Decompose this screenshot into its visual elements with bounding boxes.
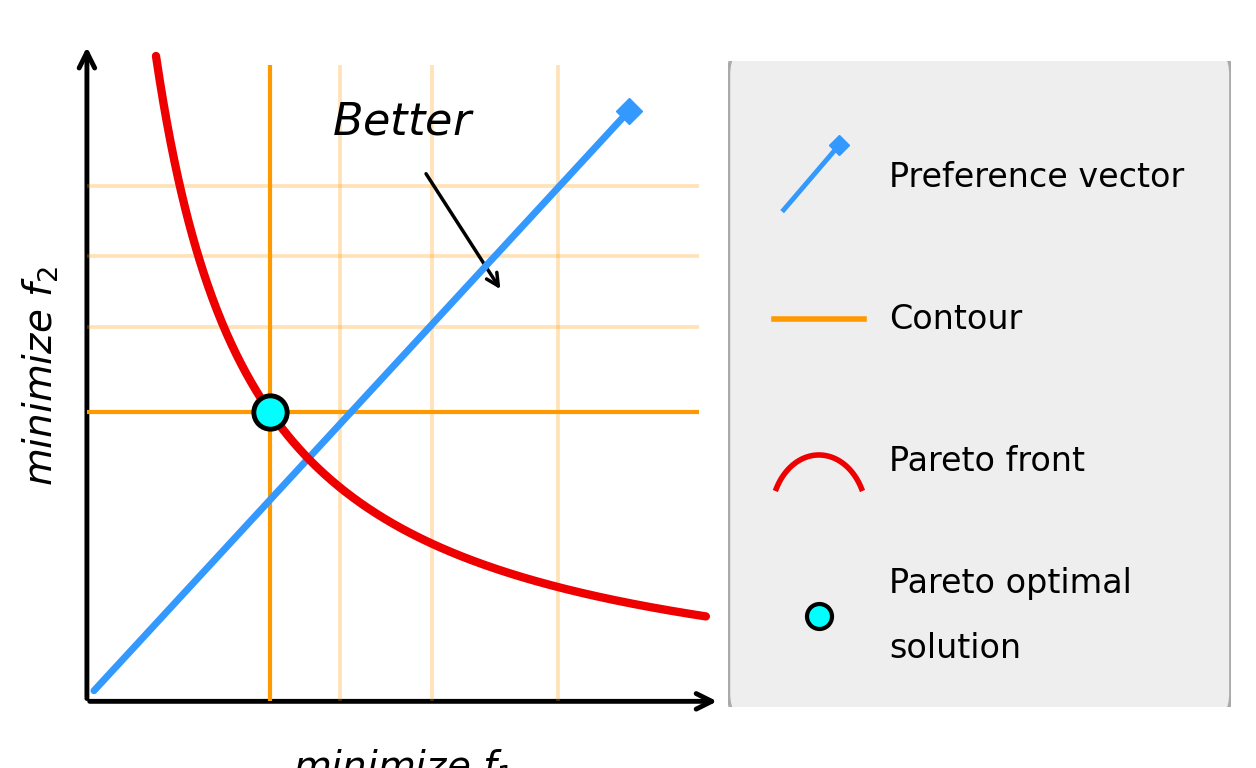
Text: $\mathit{minimize}\ \mathit{f}_1$: $\mathit{minimize}\ \mathit{f}_1$ xyxy=(294,747,514,768)
Text: Pareto optimal: Pareto optimal xyxy=(889,568,1132,601)
Text: Contour: Contour xyxy=(889,303,1022,336)
Text: Pareto front: Pareto front xyxy=(889,445,1085,478)
Text: solution: solution xyxy=(889,632,1021,665)
Text: $\mathit{Better}$: $\mathit{Better}$ xyxy=(332,101,475,144)
Text: Preference vector: Preference vector xyxy=(889,161,1184,194)
FancyBboxPatch shape xyxy=(728,48,1231,720)
Text: $\mathit{minimize}\ \mathit{f}_2$: $\mathit{minimize}\ \mathit{f}_2$ xyxy=(21,266,62,486)
